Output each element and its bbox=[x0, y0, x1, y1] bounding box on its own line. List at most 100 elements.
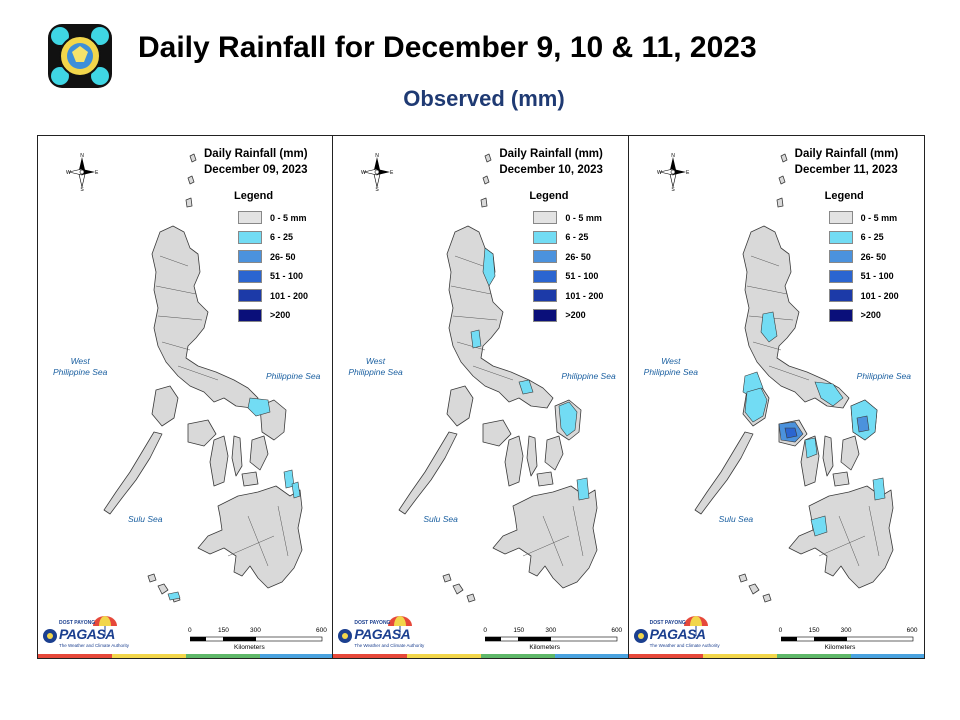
compass-n: N bbox=[376, 153, 380, 159]
legend-swatch bbox=[238, 230, 262, 244]
leyte-island bbox=[840, 435, 860, 471]
pagasa-name: PAGASA bbox=[354, 626, 411, 642]
legend-swatch bbox=[533, 308, 558, 322]
compass-s: S bbox=[376, 187, 380, 191]
bohol-island bbox=[832, 471, 850, 487]
cebu-island bbox=[822, 435, 834, 477]
scale-unit: Kilometers bbox=[824, 644, 856, 651]
rainfall-map-panels: N S W E Daily Rainfall (mm) December 09,… bbox=[37, 135, 925, 659]
north-arrow-compass: N S W E bbox=[65, 153, 99, 193]
label-philippine-sea: Philippine Sea bbox=[266, 371, 321, 381]
scale-tick-600: 600 bbox=[906, 627, 918, 634]
legend-item: >200 bbox=[807, 306, 917, 326]
scale-tick-150: 150 bbox=[808, 627, 820, 634]
mindoro-island bbox=[151, 385, 179, 427]
north-arrow-compass: N S W E bbox=[360, 153, 394, 193]
pagasa-small-text: DOST PAYONG bbox=[354, 620, 391, 626]
legend-label: 26- 50 bbox=[860, 251, 887, 262]
legend-swatch bbox=[238, 250, 262, 264]
legend-item: 51 - 100 bbox=[807, 267, 917, 287]
pagasa-tagline: The Weather and Climate Authority bbox=[59, 643, 129, 648]
legend-swatch bbox=[533, 269, 558, 283]
compass-w: W bbox=[66, 170, 71, 176]
legend-swatch bbox=[828, 269, 853, 283]
legend-item: 6 - 25 bbox=[807, 228, 917, 248]
legend-swatch bbox=[533, 211, 558, 225]
pagasa-brand: DOST PAYONG PAGASA The Weather and Clima… bbox=[336, 616, 424, 652]
rain-zone-cagayan-east bbox=[483, 247, 496, 287]
rain-zone-tawi-tawi bbox=[167, 591, 181, 601]
scale-tick-150: 150 bbox=[218, 627, 229, 634]
page-subtitle: Observed (mm) bbox=[403, 86, 565, 111]
legend-swatch bbox=[533, 250, 558, 264]
panay-island bbox=[187, 419, 217, 447]
legend-label: 0 - 5 mm bbox=[860, 212, 898, 223]
scale-tick-300: 300 bbox=[545, 627, 557, 634]
compass-e: E bbox=[95, 170, 99, 176]
map-heading: Daily Rainfall (mm) bbox=[204, 148, 308, 160]
legend-swatch bbox=[828, 230, 853, 244]
compass-w: W bbox=[657, 170, 662, 176]
map-panel-dec-10: N S W E Daily Rainfall (mm) December 10,… bbox=[333, 136, 629, 658]
rainfall-legend: Legend 0 - 5 mm 6 - 25 26- 50 51 - 100 101 -… bbox=[216, 190, 326, 325]
panay-island bbox=[482, 419, 512, 447]
legend-item: 6 - 25 bbox=[216, 228, 326, 248]
pagasa-tagline: The Weather and Climate Authority bbox=[649, 643, 720, 648]
legend-swatch bbox=[238, 289, 262, 303]
legend-item: 26- 50 bbox=[807, 247, 917, 267]
legend-label: 6 - 25 bbox=[270, 232, 294, 243]
philippines-rainfall-map bbox=[103, 153, 303, 603]
compass-e: E bbox=[686, 170, 690, 176]
legend-label: 0 - 5 mm bbox=[565, 212, 602, 223]
pagasa-seal-logo bbox=[46, 22, 114, 90]
legend-title: Legend bbox=[824, 190, 864, 202]
negros-island bbox=[504, 435, 524, 487]
pagasa-brand: DOST PAYONG PAGASA The Weather and Clima… bbox=[41, 616, 129, 652]
luzon-landmass bbox=[742, 225, 850, 409]
label-philippine-sea: Philippine Sea bbox=[561, 371, 616, 381]
cebu-island bbox=[231, 435, 243, 477]
map-heading: Daily Rainfall (mm) bbox=[499, 148, 603, 160]
bohol-island bbox=[241, 471, 259, 487]
leyte-island bbox=[544, 435, 564, 471]
sulu-archipelago bbox=[738, 573, 772, 603]
legend-item: 0 - 5 mm bbox=[216, 208, 326, 228]
pagasa-name: PAGASA bbox=[649, 626, 706, 642]
rain-zone-zamboanga bbox=[810, 515, 827, 537]
legend-label: 6 - 25 bbox=[860, 232, 884, 243]
legend-item: 51 - 100 bbox=[511, 267, 621, 287]
legend-swatch bbox=[238, 269, 262, 283]
rain-zone-negros bbox=[804, 437, 817, 459]
bohol-island bbox=[536, 471, 554, 487]
rain-zone-central-luzon bbox=[470, 329, 482, 349]
cebu-island bbox=[526, 435, 538, 477]
label-sulu-sea: Sulu Sea bbox=[423, 514, 458, 524]
legend-swatch bbox=[828, 308, 853, 322]
scale-tick-600: 600 bbox=[316, 627, 327, 634]
legend-label: >200 bbox=[860, 310, 881, 321]
legend-swatch bbox=[828, 289, 853, 303]
leyte-island bbox=[249, 435, 269, 471]
mindoro-island bbox=[446, 385, 474, 427]
scale-bar: 0 150 300 600 Kilometers bbox=[483, 627, 623, 657]
rain-zone-bicol bbox=[247, 397, 271, 417]
label-west-philippine-sea: West Philippine Sea bbox=[643, 356, 699, 377]
batanes-islands bbox=[776, 153, 788, 208]
legend-title: Legend bbox=[234, 190, 274, 202]
legend-label: >200 bbox=[565, 310, 586, 321]
rain-zone-mindoro bbox=[744, 387, 767, 423]
map-panel-dec-11: N S W E Daily Rainfall (mm) December 11,… bbox=[628, 136, 924, 658]
legend-label: 26- 50 bbox=[565, 251, 591, 262]
legend-item: 0 - 5 mm bbox=[511, 208, 621, 228]
legend-label: 0 - 5 mm bbox=[270, 212, 307, 223]
pagasa-name: PAGASA bbox=[59, 626, 115, 642]
label-west-philippine-sea: West Philippine Sea bbox=[53, 356, 108, 377]
mindanao-landmass bbox=[788, 485, 894, 589]
legend-label: 101 - 200 bbox=[565, 290, 604, 301]
map-panel-dec-09: N S W E Daily Rainfall (mm) December 09,… bbox=[38, 136, 334, 658]
compass-n: N bbox=[80, 153, 84, 159]
legend-swatch bbox=[238, 308, 262, 322]
luzon-landmass bbox=[151, 225, 259, 409]
palawan-island bbox=[694, 431, 754, 515]
legend-item: 51 - 100 bbox=[216, 267, 326, 287]
